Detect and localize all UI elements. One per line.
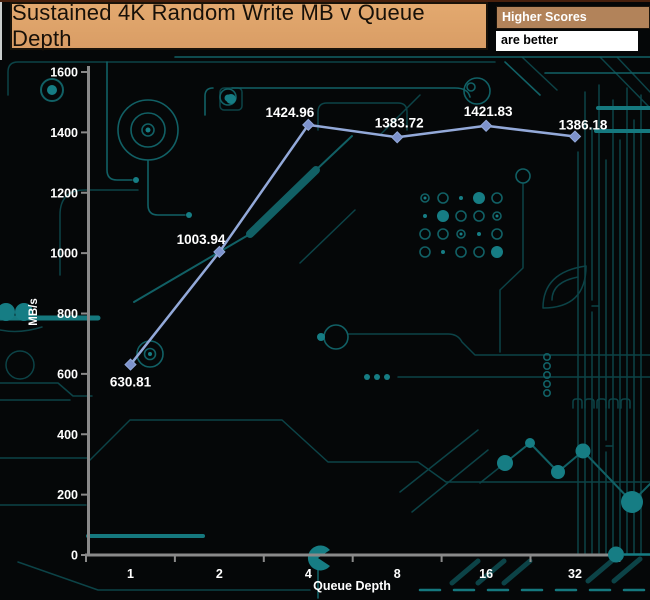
data-point-label: 1424.96 (265, 105, 314, 120)
data-point-label: 630.81 (110, 375, 152, 390)
circuit-hatch (449, 556, 643, 586)
top-edge-line (0, 0, 650, 2)
y-axis-title: MB/s (28, 298, 40, 325)
circuit-traces-mid (40, 56, 650, 599)
data-point-marker (390, 131, 404, 144)
x-axis-tick-label: 32 (568, 567, 582, 581)
chart-title-box: Sustained 4K Random Write MB v Queue Dep… (10, 0, 488, 51)
x-axis-tick-label: 16 (479, 567, 493, 581)
data-point-label: 1383.72 (375, 115, 424, 130)
data-point-marker (479, 119, 493, 132)
x-axis-tick-label: 1 (127, 567, 134, 581)
legend-higher-scores: Higher Scores (496, 6, 650, 29)
x-axis-tick-label: 4 (305, 567, 312, 581)
circuit-traces-bright (0, 106, 650, 592)
left-edge-notch (0, 2, 2, 60)
series-line (129, 123, 576, 366)
circuit-thick-diagonal (246, 166, 320, 238)
x-axis-tick-label: 8 (394, 567, 401, 581)
data-point-marker (124, 358, 137, 371)
y-axis-tick-label: 600 (57, 367, 78, 381)
y-axis-tick-label: 200 (57, 488, 78, 502)
x-axis-end-pad (608, 546, 624, 563)
y-axis-tick-label: 0 (71, 549, 78, 563)
data-point-label: 1003.94 (177, 232, 226, 247)
data-point-marker (302, 118, 315, 132)
circuit-pads (0, 85, 643, 571)
x-axis-tick-label: 2 (216, 567, 223, 581)
y-axis-tick-label: 1200 (50, 186, 78, 200)
y-axis-tick-label: 1400 (50, 126, 78, 140)
circuit-traces-dim (0, 56, 650, 591)
y-axis-tick-label: 1600 (50, 66, 78, 80)
y-axis-tick-label: 400 (57, 428, 78, 442)
chart-title: Sustained 4K Random Write MB v Queue Dep… (12, 0, 425, 51)
data-point-marker (568, 130, 582, 143)
y-axis-tick-label: 800 (57, 307, 78, 321)
x-axis-title: Queue Depth (313, 579, 391, 593)
data-point-marker (213, 245, 226, 259)
legend-are-better: are better (496, 31, 638, 51)
legend-are-better-label: are better (501, 33, 558, 47)
data-point-label: 1386.18 (559, 118, 608, 133)
y-axis-tick-label: 1000 (50, 247, 78, 261)
data-point-label: 1421.83 (464, 104, 513, 119)
legend-higher-scores-label: Higher Scores (502, 10, 587, 24)
